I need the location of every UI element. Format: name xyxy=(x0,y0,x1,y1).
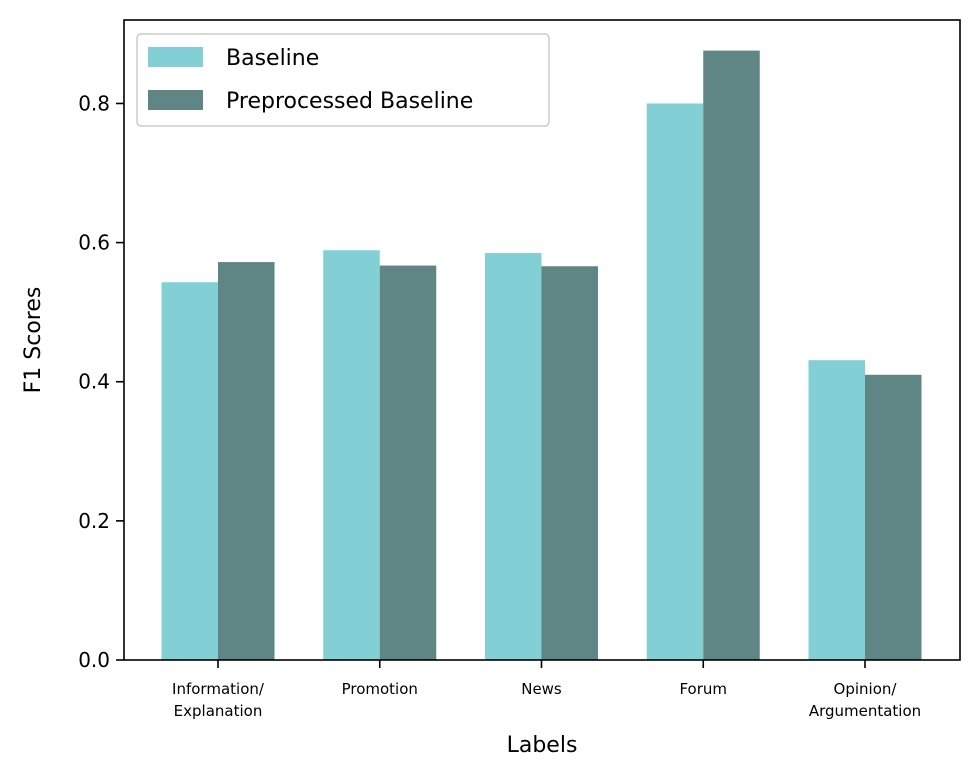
legend-swatch-baseline xyxy=(148,47,203,67)
bars-layer xyxy=(161,50,922,661)
y-tick-label: 0.8 xyxy=(78,91,110,115)
y-axis-title: F1 Scores xyxy=(21,287,46,394)
legend: Baseline Preprocessed Baseline xyxy=(136,33,550,127)
x-tick-label: Forum xyxy=(679,680,727,698)
x-tick-label: Opinion/Argumentation xyxy=(809,680,921,720)
x-axis-title: Labels xyxy=(507,733,578,758)
y-tick-label: 0.0 xyxy=(78,648,110,672)
legend-swatch-preprocessed xyxy=(148,90,203,110)
bar-baseline-0 xyxy=(161,282,218,660)
legend-label-preprocessed: Preprocessed Baseline xyxy=(226,89,473,114)
y-tick-label: 0.4 xyxy=(78,370,110,394)
bar-preprocessed-baseline-3 xyxy=(703,50,760,660)
bar-baseline-3 xyxy=(646,103,704,660)
bar-preprocessed-baseline-0 xyxy=(218,262,275,660)
x-tick-label: Promotion xyxy=(342,680,418,698)
legend-label-baseline: Baseline xyxy=(226,46,319,71)
y-axis: 0.0 0.2 0.4 0.6 0.8 xyxy=(78,91,124,672)
bar-baseline-4 xyxy=(808,360,865,660)
legend-frame xyxy=(136,33,550,127)
bar-preprocessed-baseline-1 xyxy=(379,265,437,660)
bar-baseline-2 xyxy=(485,253,542,661)
y-tick-label: 0.2 xyxy=(78,509,110,533)
bar-baseline-1 xyxy=(323,250,380,660)
x-axis: Information/Explanation Promotion News Foru… xyxy=(172,660,921,720)
y-tick-label: 0.6 xyxy=(78,231,110,255)
x-tick-label: News xyxy=(521,680,562,698)
bar-preprocessed-baseline-4 xyxy=(865,374,922,660)
bar-preprocessed-baseline-2 xyxy=(541,266,598,660)
x-tick-label: Information/Explanation xyxy=(172,680,265,720)
